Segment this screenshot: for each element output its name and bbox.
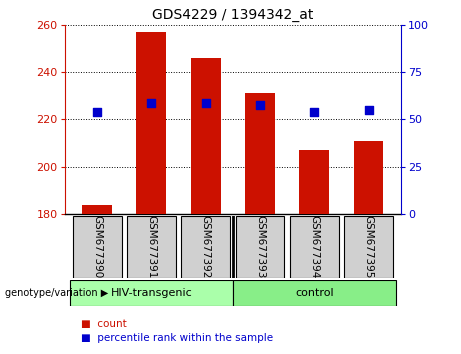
Bar [73, 216, 122, 278]
Text: GSM677391: GSM677391 [147, 215, 156, 279]
Bar [191, 58, 221, 214]
Bar [290, 216, 339, 278]
Bar [344, 216, 393, 278]
Text: ■  count: ■ count [81, 319, 126, 329]
Text: control: control [295, 288, 334, 298]
Text: GSM677394: GSM677394 [309, 215, 319, 279]
Bar [233, 280, 396, 306]
Title: GDS4229 / 1394342_at: GDS4229 / 1394342_at [152, 8, 313, 22]
Bar [245, 93, 275, 214]
Text: ■  percentile rank within the sample: ■ percentile rank within the sample [81, 333, 273, 343]
Bar [354, 141, 384, 214]
Text: GSM677392: GSM677392 [201, 215, 211, 279]
Bar [127, 216, 176, 278]
Bar [136, 32, 166, 214]
Point [311, 109, 318, 115]
Bar [70, 280, 233, 306]
Text: GSM677395: GSM677395 [364, 215, 373, 279]
Text: genotype/variation ▶: genotype/variation ▶ [5, 288, 108, 298]
Text: GSM677390: GSM677390 [92, 215, 102, 279]
Bar [299, 150, 329, 214]
Point [202, 100, 209, 106]
Point [148, 100, 155, 106]
Bar [236, 216, 284, 278]
Bar [82, 205, 112, 214]
Point [365, 107, 372, 113]
Text: GSM677393: GSM677393 [255, 215, 265, 279]
Point [94, 109, 101, 115]
Text: HIV-transgenic: HIV-transgenic [111, 288, 192, 298]
Point [256, 102, 264, 108]
Bar [181, 216, 230, 278]
